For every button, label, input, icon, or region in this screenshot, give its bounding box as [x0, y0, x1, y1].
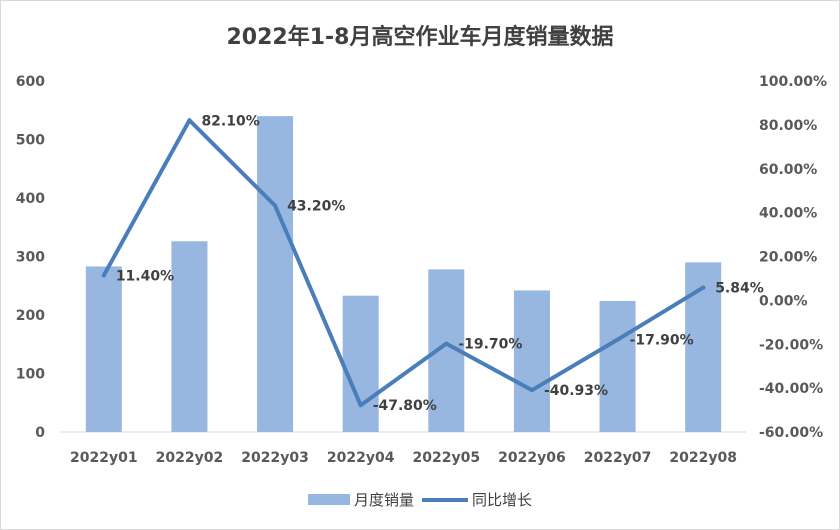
- bar: [685, 262, 722, 432]
- data-label: -47.80%: [373, 398, 437, 414]
- y-right-tick-label: 100.00%: [759, 74, 827, 90]
- line-point: [101, 273, 106, 278]
- y-right-tick-label: 80.00%: [759, 118, 817, 134]
- line-point: [273, 203, 278, 208]
- bar: [171, 241, 208, 432]
- line-point: [529, 388, 534, 393]
- x-tick-label: 2022y03: [241, 450, 309, 466]
- series-line-yoy: [101, 118, 706, 408]
- y-left-tick-label: 600: [16, 74, 45, 90]
- bar: [85, 266, 122, 432]
- data-label: -40.93%: [544, 383, 608, 399]
- line-point: [444, 341, 449, 346]
- line-point: [187, 118, 192, 123]
- x-tick-label: 2022y06: [498, 450, 566, 466]
- bar: [599, 300, 636, 432]
- y-left-tick-label: 300: [16, 250, 45, 266]
- y-right-tick-label: -20.00%: [759, 337, 823, 353]
- x-tick-label: 2022y05: [413, 450, 481, 466]
- legend-swatch-bar: [307, 494, 350, 505]
- y-left-tick-label: 200: [16, 308, 45, 324]
- y-right-tick-label: -40.00%: [759, 381, 823, 397]
- y-right-tick-label: 40.00%: [759, 206, 817, 222]
- legend-label-yoy: 同比增长: [472, 491, 533, 509]
- data-label: -17.90%: [630, 333, 694, 349]
- y-right-tick-label: 60.00%: [759, 162, 817, 178]
- x-tick-label: 2022y02: [156, 450, 224, 466]
- y-right-tick-label: 20.00%: [759, 250, 817, 266]
- y-right-tick-label: 0.00%: [759, 293, 808, 309]
- y-left-tick-label: 500: [16, 133, 45, 149]
- y-left-tick-label: 100: [16, 367, 45, 383]
- data-label: 5.84%: [715, 281, 764, 297]
- data-label: 11.40%: [116, 268, 174, 284]
- legend-item-sales: 月度销量: [307, 489, 414, 510]
- x-tick-label: 2022y01: [70, 450, 138, 466]
- bar: [257, 116, 294, 432]
- x-tick-label: 2022y08: [669, 450, 737, 466]
- y-left-tick-label: 0: [35, 425, 45, 441]
- line-point: [615, 337, 620, 342]
- data-label: 82.10%: [201, 113, 259, 129]
- bar: [342, 295, 379, 432]
- y-right-tick-label: -60.00%: [759, 425, 823, 441]
- data-label: -19.70%: [458, 337, 522, 353]
- legend-label-sales: 月度销量: [353, 491, 414, 509]
- y-left-tick-label: 400: [16, 191, 45, 207]
- data-label: 43.20%: [287, 199, 345, 215]
- line-point: [358, 403, 363, 408]
- chart-legend: 月度销量 同比增长: [1, 489, 839, 510]
- legend-item-yoy: 同比增长: [422, 489, 532, 510]
- bar: [513, 290, 550, 432]
- x-tick-label: 2022y07: [584, 450, 652, 466]
- legend-swatch-line: [422, 497, 468, 502]
- line-point: [701, 285, 706, 290]
- chart-title: 2022年1-8月高空作业车月度销量数据: [226, 25, 614, 50]
- x-tick-label: 2022y04: [327, 450, 395, 466]
